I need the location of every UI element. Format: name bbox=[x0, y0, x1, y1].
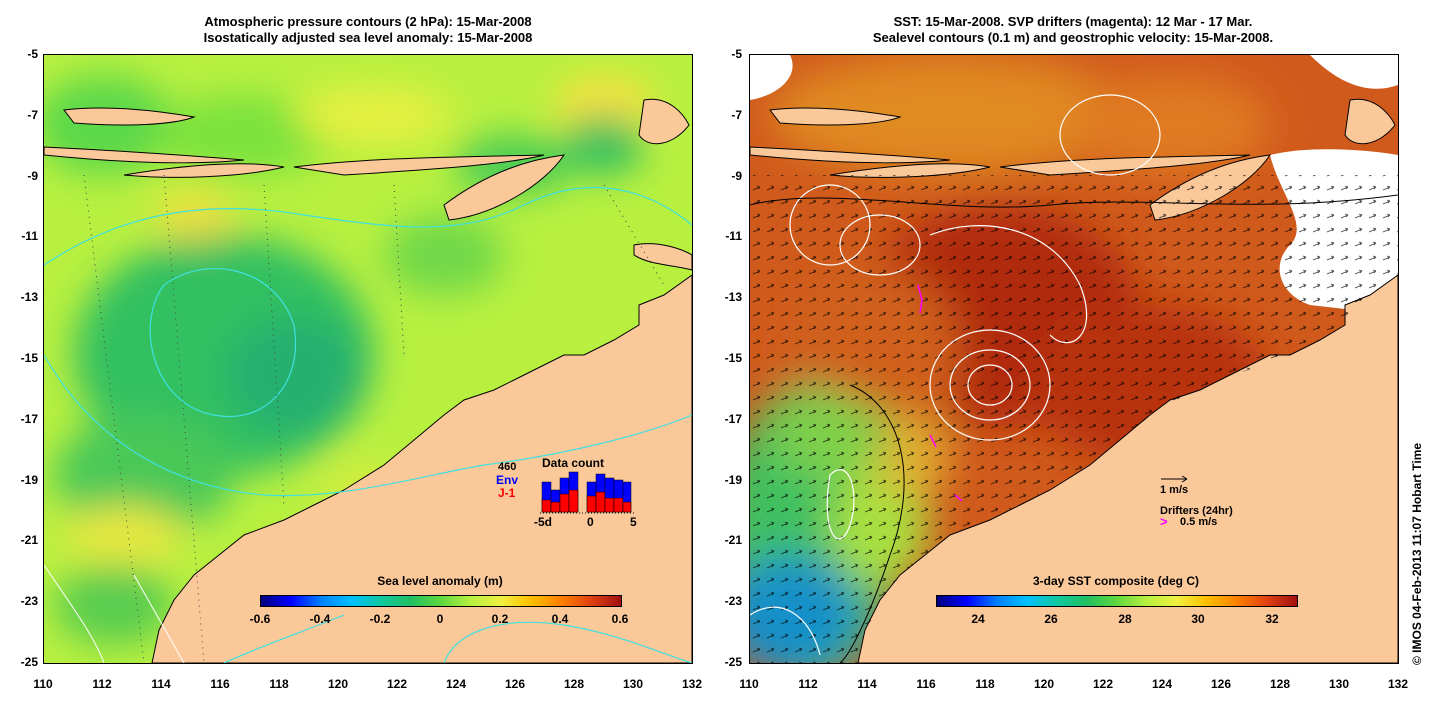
drifter-legend-title: Drifters (24hr) bbox=[1160, 505, 1233, 517]
lon-tick: 116 bbox=[210, 677, 230, 691]
data-count-xmid: 0 bbox=[587, 515, 594, 529]
lon-tick: 122 bbox=[1092, 677, 1114, 691]
lon-tick: 110 bbox=[739, 677, 759, 691]
sla-tick: 0.2 bbox=[491, 612, 509, 626]
data-count-xmax: 5 bbox=[630, 515, 637, 529]
lat-tick: -13 bbox=[724, 290, 742, 304]
j1-series-label: J-1 bbox=[498, 486, 516, 500]
lon-tick: 112 bbox=[92, 677, 112, 691]
data-count-total: 460 bbox=[498, 461, 517, 473]
lat-tick: -17 bbox=[20, 412, 38, 426]
sla-colorbar-title: Sea level anomaly (m) bbox=[377, 574, 503, 588]
right-title-line1: SST: 15-Mar-2008. SVP drifters (magenta)… bbox=[893, 14, 1253, 29]
lat-tick: -15 bbox=[724, 351, 742, 365]
lon-tick: 130 bbox=[1328, 677, 1350, 691]
lat-tick: -7 bbox=[731, 108, 742, 122]
lon-tick: 118 bbox=[269, 677, 289, 691]
left-title-line2: Isostatically adjusted sea level anomaly… bbox=[203, 30, 533, 45]
data-count-xmin: -5d bbox=[534, 515, 552, 529]
lat-tick: -21 bbox=[20, 533, 38, 547]
lat-tick: -5 bbox=[731, 47, 742, 61]
lat-tick: -7 bbox=[27, 108, 38, 122]
lat-tick: -17 bbox=[724, 412, 742, 426]
lon-tick: 118 bbox=[975, 677, 995, 691]
velocity-arrow-icon bbox=[1161, 475, 1188, 483]
lon-tick: 120 bbox=[1033, 677, 1055, 691]
sst-colorbar bbox=[936, 595, 1298, 607]
lon-tick: 128 bbox=[563, 677, 585, 691]
lat-tick: -23 bbox=[20, 594, 38, 608]
lat-tick: -23 bbox=[724, 594, 742, 608]
lon-tick: 130 bbox=[622, 677, 644, 691]
lon-tick: 110 bbox=[33, 677, 53, 691]
lon-tick: 126 bbox=[504, 677, 526, 691]
lon-tick: 122 bbox=[386, 677, 408, 691]
lon-tick: 132 bbox=[1387, 677, 1409, 691]
lon-tick: 120 bbox=[327, 677, 349, 691]
sst-colorbar-title: 3-day SST composite (deg C) bbox=[1032, 574, 1200, 588]
left-title-line1: Atmospheric pressure contours (2 hPa): 1… bbox=[204, 14, 532, 29]
sla-tick: 0.4 bbox=[551, 612, 569, 626]
sst-tick: 30 bbox=[1191, 612, 1205, 626]
sla-tick: -0.4 bbox=[309, 612, 331, 626]
imos-credit: © IMOS 04-Feb-2013 11:07 Hobart Time bbox=[1410, 442, 1424, 665]
lat-tick: -15 bbox=[20, 351, 38, 365]
data-count-histogram bbox=[540, 471, 636, 514]
lon-tick: 124 bbox=[445, 677, 467, 691]
sla-colorbar bbox=[260, 595, 622, 607]
lat-tick: -13 bbox=[20, 290, 38, 304]
sla-tick: -0.2 bbox=[369, 612, 391, 626]
lat-tick: -11 bbox=[725, 229, 742, 243]
drifter-legend-value: 0.5 m/s bbox=[1180, 516, 1218, 528]
sst-tick: 24 bbox=[971, 612, 985, 626]
sla-tick: -0.6 bbox=[249, 612, 271, 626]
lon-tick: 124 bbox=[1151, 677, 1173, 691]
sst-tick: 26 bbox=[1044, 612, 1058, 626]
lon-tick: 116 bbox=[916, 677, 936, 691]
right-title-line2: Sealevel contours (0.1 m) and geostrophi… bbox=[872, 30, 1274, 45]
lat-tick: -9 bbox=[27, 169, 38, 183]
lon-tick: 132 bbox=[681, 677, 703, 691]
env-series-label: Env bbox=[496, 473, 519, 487]
drifter-arrow-icon: > bbox=[1160, 514, 1168, 529]
lat-tick: -5 bbox=[27, 47, 38, 61]
velocity-legend-label: 1 m/s bbox=[1160, 484, 1189, 496]
sst-tick: 32 bbox=[1265, 612, 1279, 626]
lat-tick: -11 bbox=[21, 229, 38, 243]
lat-tick: -19 bbox=[20, 473, 38, 487]
lon-tick: 126 bbox=[1210, 677, 1232, 691]
lat-tick: -25 bbox=[20, 655, 38, 669]
lon-tick: 114 bbox=[857, 677, 877, 691]
lat-tick: -9 bbox=[731, 169, 742, 183]
lon-tick: 114 bbox=[151, 677, 171, 691]
lon-tick: 112 bbox=[798, 677, 818, 691]
sst-map bbox=[749, 54, 1399, 664]
sea-level-anomaly-map bbox=[43, 54, 693, 664]
sla-tick: 0 bbox=[436, 612, 444, 626]
lat-tick: -19 bbox=[724, 473, 742, 487]
lat-tick: -25 bbox=[724, 655, 742, 669]
data-count-title: Data count bbox=[542, 456, 605, 470]
lon-tick: 128 bbox=[1269, 677, 1291, 691]
lat-tick: -21 bbox=[724, 533, 742, 547]
sst-tick: 28 bbox=[1118, 612, 1132, 626]
sla-tick: 0.6 bbox=[611, 612, 629, 626]
